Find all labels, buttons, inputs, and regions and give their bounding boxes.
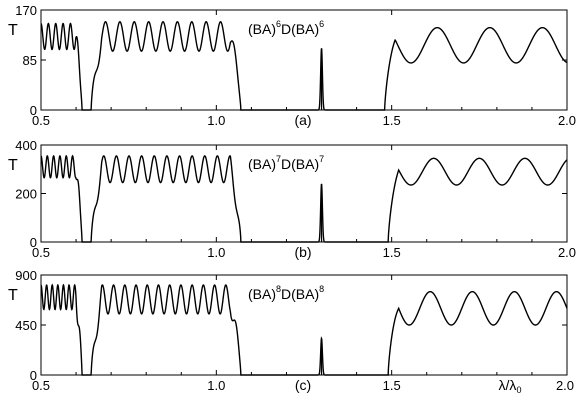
y-axis-label: T xyxy=(8,157,18,174)
x-tick-label: 2.0 xyxy=(558,245,576,260)
structure-exponent: 6 xyxy=(276,19,281,29)
structure-text: (BA) xyxy=(248,286,276,302)
x-tick-label: 1.0 xyxy=(207,113,225,128)
structure-exponent: 8 xyxy=(319,284,324,294)
y-tick-label: 400 xyxy=(15,138,37,153)
y-tick-label: 450 xyxy=(15,318,37,333)
y-tick-label: 900 xyxy=(15,268,37,283)
y-tick-label: 0 xyxy=(30,368,37,383)
structure-label: (BA)6D(BA)6 xyxy=(248,19,324,37)
structure-text: D(BA) xyxy=(281,156,319,172)
structure-exponent: 7 xyxy=(276,154,281,164)
structure-label: (BA)7D(BA)7 xyxy=(248,154,324,172)
transmission-curve xyxy=(40,283,568,376)
panel-letter: (c) xyxy=(295,377,311,393)
y-tick-label: 0 xyxy=(30,235,37,250)
structure-exponent: 6 xyxy=(319,19,324,29)
x-tick-label: 1.5 xyxy=(383,378,401,393)
x-tick-label: 0.5 xyxy=(32,378,50,393)
structure-exponent: 7 xyxy=(319,154,324,164)
structure-text: (BA) xyxy=(248,21,276,37)
y-tick-label: 85 xyxy=(23,53,37,68)
structure-label: (BA)8D(BA)8 xyxy=(248,284,324,302)
x-axis-label: λ/λ0 xyxy=(499,377,522,395)
x-tick-label: 1.5 xyxy=(383,113,401,128)
transmission-curve xyxy=(40,21,568,111)
x-tick-label: 2.0 xyxy=(556,378,574,393)
panel-letter: (b) xyxy=(294,244,311,260)
transmission-curve xyxy=(40,154,568,243)
x-tick-label: 2.0 xyxy=(558,113,576,128)
structure-text: (BA) xyxy=(248,156,276,172)
y-axis-label: T xyxy=(8,22,18,39)
structure-text: D(BA) xyxy=(281,21,319,37)
x-tick-label: 0.5 xyxy=(32,113,50,128)
structure-exponent: 8 xyxy=(276,284,281,294)
y-tick-label: 200 xyxy=(15,187,37,202)
y-tick-label: 0 xyxy=(30,103,37,118)
x-tick-label: 0.5 xyxy=(32,245,50,260)
panel-letter: (a) xyxy=(294,112,311,128)
y-tick-label: 170 xyxy=(15,3,37,18)
x-tick-label: 1.0 xyxy=(207,378,225,393)
x-tick-label: 1.5 xyxy=(383,245,401,260)
x-tick-label: 1.0 xyxy=(207,245,225,260)
y-axis-label: T xyxy=(8,287,18,304)
structure-text: D(BA) xyxy=(281,286,319,302)
